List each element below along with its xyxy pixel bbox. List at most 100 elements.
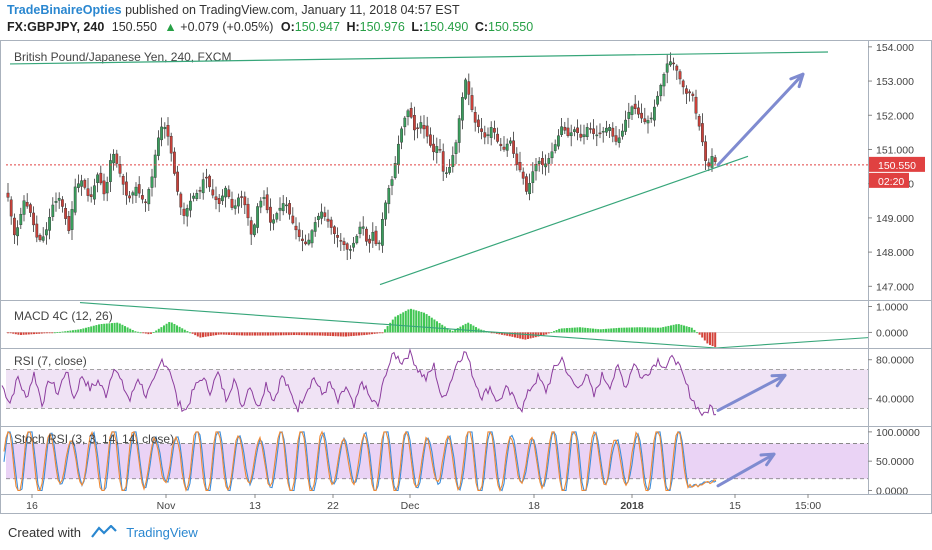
candle-up <box>601 130 605 133</box>
macd-bar <box>391 319 394 333</box>
macd-bar <box>176 325 178 333</box>
candle-up <box>553 144 557 151</box>
macd-bar <box>529 332 532 339</box>
macd-bar <box>25 332 28 335</box>
macd-bar <box>261 332 264 336</box>
time-tick-label: 16 <box>26 500 38 512</box>
candle-up <box>550 151 554 159</box>
macd-bar <box>589 328 592 333</box>
macd-bar <box>612 328 615 333</box>
macd-bar <box>235 332 238 336</box>
candle-up <box>70 209 74 230</box>
candle-down <box>115 153 119 164</box>
macd-bar <box>368 332 371 335</box>
candle-down <box>176 171 179 192</box>
rsi-line <box>1 348 717 417</box>
macd-bar <box>332 332 334 337</box>
macd-bar <box>238 332 241 336</box>
candle-down <box>477 119 480 127</box>
macd-bar <box>254 332 256 336</box>
macd-bar <box>147 332 150 335</box>
macd-bar <box>571 327 574 333</box>
rsi-pane[interactable]: 80.0000 40.0000 RSI (7, close) <box>0 348 932 427</box>
stoch-pane-title: Stoch RSI (3, 3, 14, 14, close) <box>14 432 174 446</box>
macd-bar <box>688 326 691 333</box>
macd-bar <box>293 332 295 336</box>
macd-bar <box>378 332 381 334</box>
last-price-badge-label: 150.550 <box>878 160 916 172</box>
macd-bar <box>215 332 217 336</box>
macd-bar <box>280 332 282 336</box>
macd-bar <box>547 332 550 334</box>
macd-bar <box>274 332 277 336</box>
countdown-badge <box>869 172 909 188</box>
macd-bar <box>664 326 667 333</box>
macd-bar <box>714 332 717 348</box>
candle-down <box>118 164 122 174</box>
macd-bar <box>43 332 46 334</box>
candle-up <box>627 111 631 119</box>
candle-up <box>16 227 19 237</box>
chart-area[interactable]: 154.000153.000152.000151.000150.000149.0… <box>0 38 932 516</box>
macd-bar <box>402 312 405 333</box>
publisher-link[interactable]: TradeBinaireOpties <box>7 3 122 17</box>
macd-bar <box>233 332 236 336</box>
price-pane[interactable]: 154.000153.000152.000151.000150.000149.0… <box>0 40 932 301</box>
tradingview-link[interactable]: TradingView <box>126 525 198 540</box>
candle-down <box>128 195 131 199</box>
macd-bar <box>72 330 74 333</box>
open-label: O: <box>280 20 295 34</box>
candle-down <box>496 133 499 142</box>
candle-down <box>685 88 688 94</box>
macd-bar <box>657 327 659 333</box>
candle-up <box>285 204 288 207</box>
macd-bar <box>74 329 77 333</box>
candle-down <box>211 189 215 196</box>
macd-bar <box>290 332 293 336</box>
candle-down <box>678 71 682 80</box>
macd-bar <box>558 328 561 333</box>
macd-bar <box>38 332 41 334</box>
macd-bar <box>607 328 610 333</box>
candle-down <box>249 220 253 235</box>
candle-down <box>304 241 307 245</box>
macd-bar <box>358 332 360 336</box>
macd-bar <box>85 327 87 333</box>
countdown-label: 02:20 <box>878 176 904 188</box>
macd-bar <box>498 332 501 335</box>
macd-bar <box>537 332 540 337</box>
candle-up <box>156 137 160 156</box>
macd-bar <box>472 325 475 333</box>
candle-down <box>137 184 141 194</box>
candle-up <box>19 213 23 225</box>
candle-down <box>441 151 445 172</box>
candle-down <box>563 126 567 131</box>
candle-down <box>326 218 330 222</box>
candle-up <box>76 183 80 188</box>
macd-bar <box>303 332 306 336</box>
candle-up <box>649 117 653 120</box>
candle-up <box>528 183 532 195</box>
macd-bar <box>350 332 353 337</box>
time-axis[interactable]: 16 Nov 13 22 Dec 18 2018 15 15:00 <box>0 494 932 514</box>
macd-bar <box>35 332 38 334</box>
candle-down <box>368 238 371 244</box>
candle-up <box>45 229 48 236</box>
macd-bar <box>269 332 272 336</box>
candle-down <box>579 133 583 138</box>
candle-down <box>515 153 519 165</box>
time-tick-label: 18 <box>528 500 540 512</box>
candle-up <box>617 137 621 144</box>
time-tick-label: 22 <box>327 500 339 512</box>
macd-bar <box>196 332 199 337</box>
macd-bar <box>430 317 433 333</box>
macd-bar <box>696 332 698 334</box>
change-value: +0.079 (+0.05%) <box>180 20 274 34</box>
macd-pane[interactable]: 1.0000 0.0000 MACD 4C (12, 26) <box>0 300 932 349</box>
macd-bar <box>659 327 662 333</box>
candle-up <box>48 217 52 231</box>
macd-bar <box>100 323 103 333</box>
candle-down <box>182 208 186 216</box>
candle-up <box>349 249 352 251</box>
